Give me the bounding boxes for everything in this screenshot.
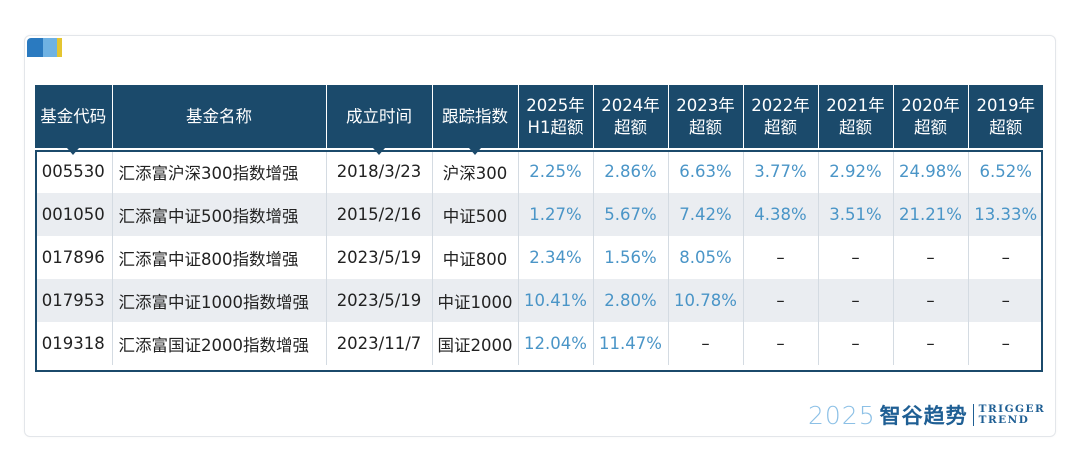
brand-name-en: TRIGGER TREND [978,403,1046,426]
header-excess-2020: 2020年 超额 [893,85,969,148]
cell-fund-name: 汇添富国证2000指数增强 [112,322,327,365]
corner-decoration [24,35,64,57]
cell-excess-2021: – [818,322,894,365]
cell-excess-2020: – [893,322,969,365]
cell-excess-2023: 10.78% [668,279,744,322]
brand-year: 2025 [808,400,876,430]
cell-excess-2024: 11.47% [593,322,669,365]
table-row: 017953 汇添富中证1000指数增强 2023/5/19 中证1000 10… [35,279,1043,322]
cell-fund-code: 001050 [35,193,113,236]
header-excess-2025h1: 2025年 H1超额 [518,85,594,148]
cell-excess-2023: 8.05% [668,236,744,279]
cell-excess-2024: 5.67% [593,193,669,236]
cell-excess-2019: 13.33% [968,193,1043,236]
cell-excess-2019: 6.52% [979,162,1032,181]
cell-excess-2022: – [743,322,819,365]
table-row: 001050 汇添富中证500指数增强 2015/2/16 中证500 1.27… [35,193,1043,236]
cell-fund-code: 017896 [35,236,113,279]
cell-excess-2021: 3.51% [818,193,894,236]
cell-inception-date: 2023/5/19 [326,279,433,322]
cell-fund-name: 汇添富中证500指数增强 [112,193,327,236]
cell-excess-2025h1: 12.04% [518,322,594,365]
cell-tracking-index: 中证1000 [432,279,519,322]
cell-excess-2020: – [893,279,969,322]
table-row: 005530 汇添富沪深300指数增强 2018/3/23 沪深300 2.25… [35,150,1043,193]
cell-fund-name: 汇添富中证800指数增强 [112,236,327,279]
cell-fund-code: 005530 [35,150,113,193]
table-row: 019318 汇添富国证2000指数增强 2023/11/7 国证2000 12… [35,322,1043,365]
cell-inception-date: 2023/5/19 [326,236,433,279]
table-header-row: 基金代码 基金名称 成立时间 跟踪指数 2025年 H1超额 2024年 超额 20… [35,85,1043,155]
cell-excess-2023: 6.63% [668,150,744,193]
brand-divider [972,404,974,426]
cell-fund-name: 汇添富中证1000指数增强 [112,279,327,322]
cell-excess-2023: 7.42% [668,193,744,236]
cell-excess-2025h1: 10.41% [518,279,594,322]
header-excess-2019: 2019年 超额 [968,85,1043,148]
cell-excess-2025h1: 1.27% [518,193,594,236]
header-inception-date: 成立时间 [326,85,433,155]
header-excess-2023: 2023年 超额 [668,85,744,148]
cell-fund-code: 017953 [35,279,113,322]
cell-excess-2022: – [743,236,819,279]
cell-excess-2024: 2.80% [593,279,669,322]
cell-tracking-index: 沪深300 [432,150,519,193]
header-tracking-index: 跟踪指数 [432,85,519,155]
cell-fund-name: 汇添富沪深300指数增强 [112,150,327,193]
header-excess-2022: 2022年 超额 [743,85,819,148]
table-row: 017896 汇添富中证800指数增强 2023/5/19 中证800 2.34… [35,236,1043,279]
cell-excess-2022: 4.38% [743,193,819,236]
cell-excess-2024: 2.86% [593,150,669,193]
header-excess-2021: 2021年 超额 [818,85,894,148]
cell-excess-2025h1: 2.25% [518,150,594,193]
cell-inception-date: 2023/11/7 [326,322,433,365]
cell-excess-2021: 2.92% [818,150,894,193]
cell-tracking-index: 中证800 [432,236,519,279]
cell-excess-2021: – [818,279,894,322]
header-excess-2024: 2024年 超额 [593,85,669,148]
cell-excess-2019: – [1001,334,1010,353]
header-fund-code: 基金代码 [35,85,113,155]
fund-table: 基金代码 基金名称 成立时间 跟踪指数 2025年 H1超额 2024年 超额 20… [35,85,1043,365]
cell-tracking-index: 国证2000 [432,322,519,365]
cell-fund-code: 019318 [35,322,113,365]
brand-logo: 2025 智谷趋势 TRIGGER TREND [808,400,1045,430]
cell-excess-2020: 21.21% [893,193,969,236]
cell-excess-2021: – [818,236,894,279]
cell-inception-date: 2015/2/16 [326,193,433,236]
cell-excess-2024: 1.56% [593,236,669,279]
cell-excess-2019: – [1001,248,1010,267]
header-fund-name: 基金名称 [112,85,327,148]
cell-excess-2023: – [668,322,744,365]
cell-excess-2020: – [893,236,969,279]
cell-excess-2025h1: 2.34% [518,236,594,279]
cell-excess-2022: – [743,279,819,322]
cell-excess-2020: 24.98% [893,150,969,193]
cell-excess-2019: – [968,279,1043,322]
cell-inception-date: 2018/3/23 [326,150,433,193]
cell-excess-2022: 3.77% [743,150,819,193]
cell-tracking-index: 中证500 [432,193,519,236]
brand-name-cn: 智谷趋势 [879,404,968,428]
